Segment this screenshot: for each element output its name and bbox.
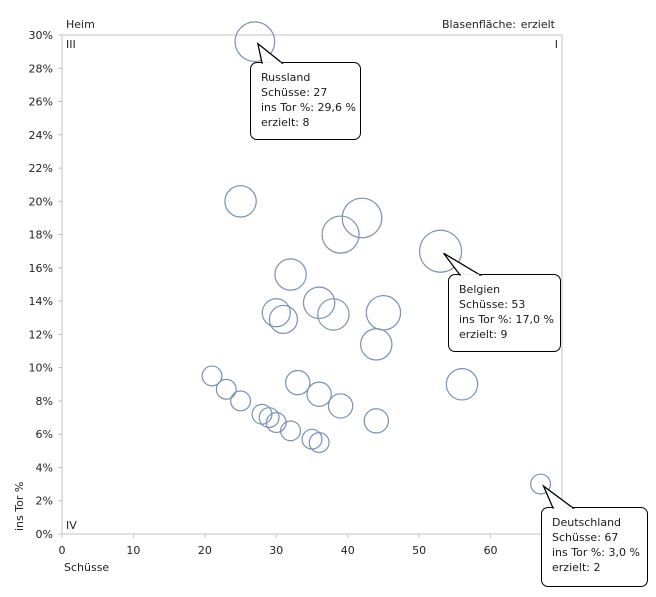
bubble-russland[interactable] (234, 21, 276, 63)
x-axis-title: Schüsse (64, 561, 109, 574)
y-tick-label: 4% (36, 461, 53, 474)
bubble[interactable] (317, 298, 350, 331)
size-legend-value: erzielt (521, 18, 556, 31)
bubble[interactable] (363, 408, 390, 434)
quadrant-label-top-right: I (555, 38, 558, 51)
size-legend-label: Blasenfläche: (442, 18, 516, 31)
y-axis-title: ins Tor % (13, 482, 26, 531)
tooltip-shots: Schüsse: 67 (552, 531, 619, 544)
bubble[interactable] (274, 258, 307, 291)
bubble[interactable] (224, 185, 257, 218)
x-tick-label: 50 (412, 544, 426, 557)
bubble-deutschland[interactable] (530, 473, 552, 495)
y-tick-label: 20% (29, 195, 53, 208)
bubble[interactable] (306, 381, 332, 408)
bubbles (201, 21, 552, 495)
tooltip-belgien: Belgien Schüsse: 53 ins Tor %: 17,0 % er… (448, 274, 561, 352)
y-tick-label: 16% (29, 262, 53, 275)
x-tick-label: 20 (198, 544, 212, 557)
quadrant-label-bottom-left: IV (66, 519, 77, 532)
y-tick-label: 2% (36, 495, 53, 508)
bubble[interactable] (365, 295, 402, 331)
tooltip-title: Russland (261, 71, 311, 84)
tooltip-shots: Schüsse: 53 (459, 298, 526, 311)
tooltip-deutschland: Deutschland Schüsse: 67 ins Tor %: 3,0 %… (541, 507, 648, 587)
y-tick-label: 22% (29, 162, 53, 175)
y-tick-label: 10% (29, 362, 53, 375)
y-tick-label: 24% (29, 129, 53, 142)
bubble[interactable] (280, 420, 302, 442)
tooltip-shots: Schüsse: 27 (261, 86, 328, 99)
bubble[interactable] (284, 369, 311, 396)
quadrant-label-top-left: III (66, 38, 76, 51)
tooltip-on-target: ins Tor %: 17,0 % (459, 313, 554, 326)
bubble[interactable] (215, 378, 237, 400)
bubble[interactable] (341, 197, 383, 239)
tooltip-scored: erzielt: 8 (261, 116, 310, 129)
y-tick-label: 28% (29, 62, 53, 75)
x-tick-label: 10 (126, 544, 140, 557)
x-tick-label: 0 (59, 544, 66, 557)
y-tick-label: 26% (29, 96, 53, 109)
axes: 0 10 20 30 40 50 60 0% 2% 4% 6% 8% 10% 12% 14% 16% 18% 20… (29, 29, 563, 557)
x-tick-label: 40 (341, 544, 355, 557)
panel-label: Heim (66, 18, 95, 31)
bubble[interactable] (327, 393, 354, 419)
y-tick-label: 14% (29, 295, 53, 308)
y-tick-label: 6% (36, 428, 53, 441)
bubble[interactable] (360, 328, 393, 361)
y-tick-label: 8% (36, 395, 53, 408)
tooltip-title: Belgien (459, 283, 501, 296)
bubble[interactable] (201, 365, 223, 387)
y-tick-label: 0% (36, 528, 53, 541)
y-tick-label: 12% (29, 328, 53, 341)
tooltip-on-target: ins Tor %: 29,6 % (261, 101, 356, 114)
tooltip-on-target: ins Tor %: 3,0 % (552, 546, 640, 559)
bubble[interactable] (302, 286, 336, 320)
tooltip-russland: Russland Schüsse: 27 ins Tor %: 29,6 % e… (250, 62, 361, 140)
bubble[interactable] (321, 215, 360, 254)
bubble[interactable] (268, 304, 299, 335)
tooltip-scored: erzielt: 9 (459, 328, 508, 341)
bubble[interactable] (230, 390, 252, 412)
bubble[interactable] (265, 412, 287, 434)
tooltip-scored: erzielt: 2 (552, 561, 601, 574)
bubble[interactable] (258, 407, 280, 429)
bubble[interactable] (261, 298, 291, 328)
bubble[interactable] (308, 432, 330, 454)
x-tick-label: 30 (269, 544, 283, 557)
tooltip-title: Deutschland (552, 516, 622, 529)
y-tick-label: 30% (29, 29, 53, 42)
y-tick-label: 18% (29, 229, 53, 242)
bubble[interactable] (445, 368, 479, 401)
bubble-belgien[interactable] (418, 229, 463, 273)
x-tick-label: 60 (484, 544, 498, 557)
